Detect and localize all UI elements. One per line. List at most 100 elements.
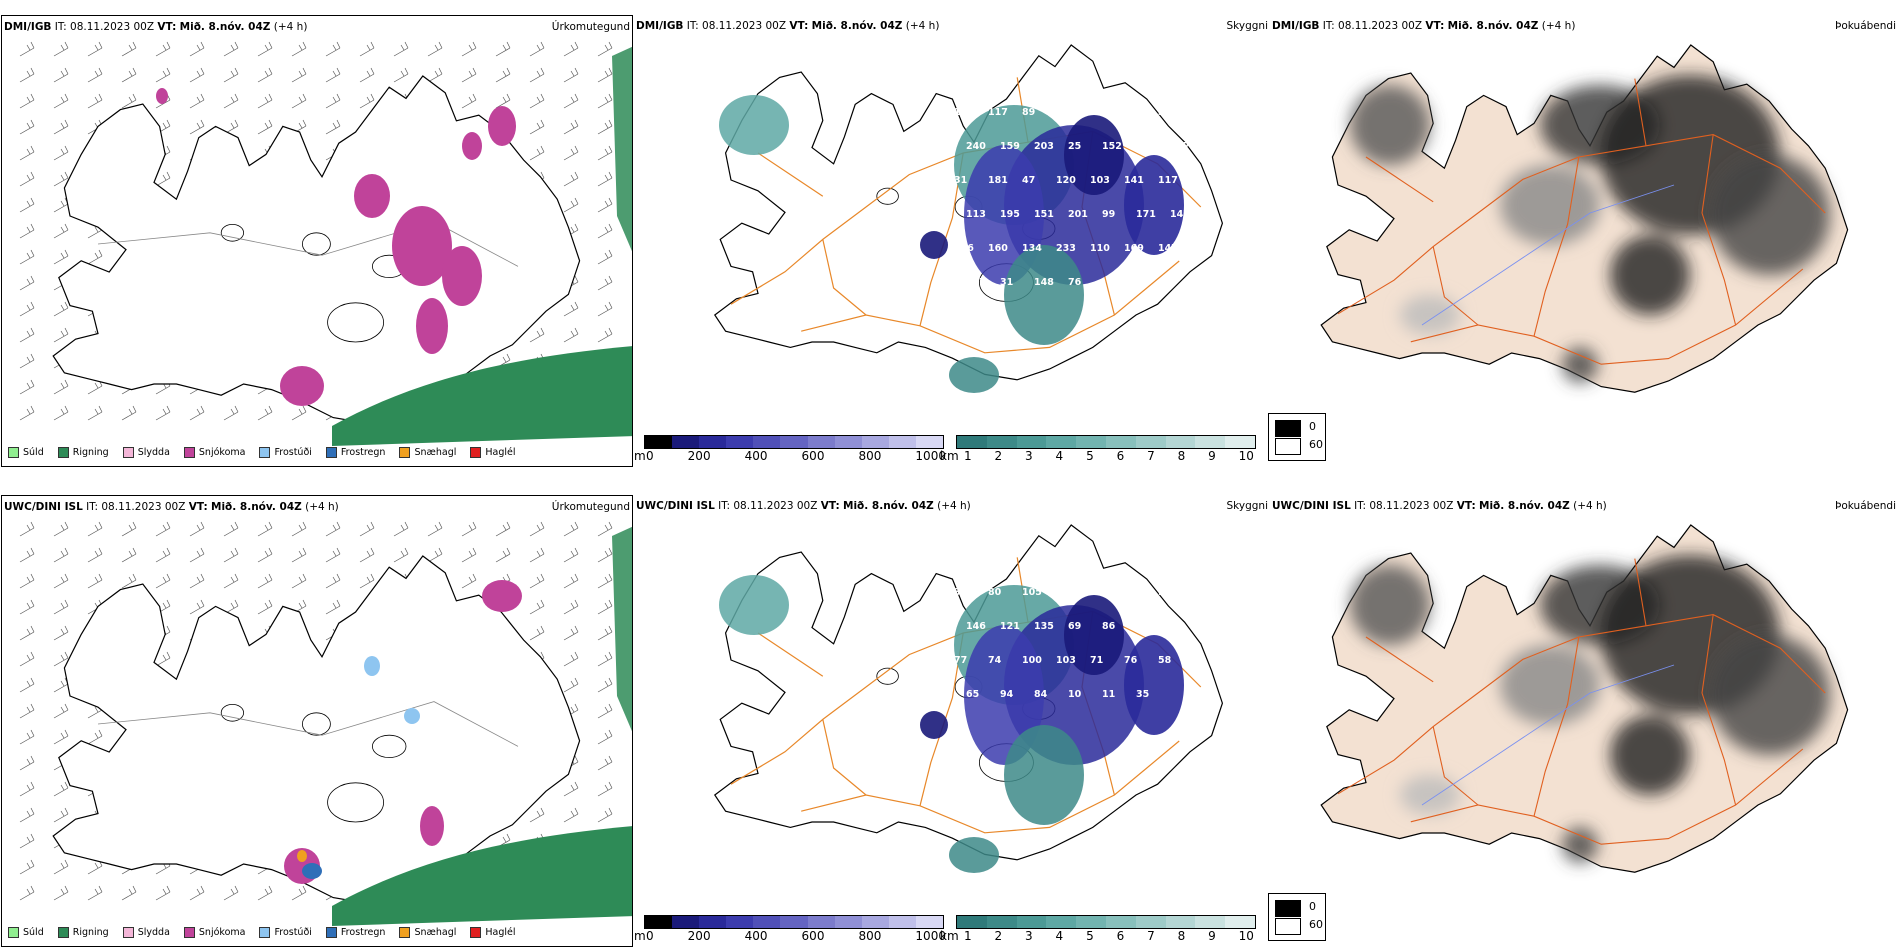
tick-label: 9 — [1208, 929, 1216, 943]
legend-item-frostregn: Frostregn — [325, 927, 386, 938]
panel-header: UWC/DINI ISL IT: 08.11.2023 00Z VT: Mið.… — [1272, 500, 1896, 518]
visibility-zone — [949, 357, 999, 393]
legend-label: Frostúði — [274, 447, 312, 458]
tick-label: 200 — [687, 929, 711, 943]
vt-value: Mið. 8.nóv. 04Z — [1479, 500, 1570, 512]
fog-index-legend: 0 60 — [1268, 893, 1326, 941]
glacier-outline — [327, 302, 385, 343]
legend-swatch — [57, 927, 69, 938]
legend-swatch — [325, 447, 337, 458]
legend-swatch — [259, 447, 271, 458]
glacier-outline — [301, 232, 331, 256]
colorbar-segment — [1225, 436, 1255, 448]
precip-map — [19, 521, 632, 926]
tick-label: 8 — [1177, 449, 1186, 463]
snow-area — [482, 580, 522, 612]
visibility-value-label: 96 — [1136, 621, 1150, 632]
visibility-value-label: 77 — [954, 655, 967, 666]
glacier-outline — [372, 734, 407, 758]
visibility-panel: DMI/IGB IT: 08.11.2023 00Z VT: Mið. 8.nó… — [634, 15, 1270, 467]
colorbar-segment — [861, 916, 889, 928]
legend-swatch — [399, 447, 411, 458]
road-line — [1432, 246, 1479, 326]
legend-item-haglél: Haglél — [470, 447, 516, 458]
precip-legend: Súld Rigning Slydda Snjókoma Frostúði Frostre… — [8, 927, 516, 938]
vt-value: Mið. 8.nóv. 04Z — [1447, 20, 1539, 32]
colorbar-segment — [1165, 916, 1196, 928]
visibility-value-label: 31 — [954, 175, 967, 186]
fog-index-legend: 0 60 — [1268, 413, 1326, 461]
snow-area — [354, 174, 390, 218]
legend-item-súld: Súld — [8, 447, 44, 458]
panel-header: DMI/IGB IT: 08.11.2023 00Z VT: Mið. 8.nó… — [4, 21, 630, 39]
visibility-zone — [719, 575, 789, 635]
colorbar-segment — [1195, 436, 1226, 448]
visibility-value-label: 103 — [1090, 175, 1110, 186]
colorbar-segment — [1016, 916, 1047, 928]
tick-label: 1 — [964, 449, 972, 463]
legend-item-slydda: Slydda — [122, 927, 170, 938]
ticks-m: 0 200 400 600 800 1000 — [646, 449, 946, 463]
legend-label: Frostregn — [340, 927, 386, 938]
visibility-value-label: 30 — [954, 587, 968, 598]
visibility-value-label: 169 — [1124, 243, 1144, 254]
colorbar-segment — [1046, 436, 1077, 448]
legend-white-box — [1275, 438, 1301, 455]
tick-label: 8 — [1177, 929, 1186, 943]
visibility-value-label: 147 — [1158, 243, 1178, 254]
visibility-panel: UWC/DINI ISL IT: 08.11.2023 00Z VT: Mið.… — [634, 495, 1270, 947]
legend-item-rigning: Rigning — [57, 927, 109, 938]
glacier-outline — [220, 704, 244, 722]
rain-area — [612, 46, 632, 252]
legend-label: Frostúði — [274, 927, 312, 938]
freezing-rain-area — [302, 863, 322, 879]
colorbar-segment — [957, 436, 987, 448]
visibility-value-label: 99 — [1102, 209, 1115, 220]
visibility-value-label: 117 — [1158, 175, 1178, 186]
legend-label: Snæhagl — [414, 447, 457, 458]
legend-swatch — [122, 927, 134, 938]
precip-type-panel: DMI/IGB IT: 08.11.2023 00Z VT: Mið. 8.nó… — [1, 15, 633, 467]
colorbar-segment — [861, 436, 889, 448]
tick-label: 3 — [1025, 929, 1033, 943]
visibility-value-label: 240 — [966, 141, 986, 152]
snow-area — [280, 366, 324, 406]
snow-area — [156, 88, 168, 104]
visibility-value-label: 11 — [1102, 689, 1115, 700]
tick-label: 1000 — [915, 929, 946, 943]
legend-swatch — [259, 927, 271, 938]
visibility-value-label: 71 — [1090, 655, 1103, 666]
lead-time: (+4 h) — [1541, 20, 1576, 32]
legend-swatch — [122, 447, 134, 458]
tick-label: 400 — [744, 449, 768, 463]
legend-label: Rigning — [72, 927, 109, 938]
colorbar-segment — [1076, 916, 1106, 928]
colorbar-segment — [888, 436, 916, 448]
visibility-value-label: 137 — [966, 277, 986, 288]
visibility-value-label: 86 — [1102, 621, 1116, 632]
legend-label: Snæhagl — [414, 927, 457, 938]
tick-label: 10 — [1238, 449, 1254, 463]
legend-swatch — [8, 927, 19, 938]
legend-label: Súld — [23, 927, 44, 938]
road-line — [1337, 134, 1826, 315]
legend-bottom-value: 60 — [1309, 918, 1323, 931]
vt-value: Mið. 8.nóv. 04Z — [811, 20, 903, 32]
visibility-value-label: 159 — [1000, 141, 1020, 152]
legend-item-snjókoma: Snjókoma — [183, 447, 245, 458]
colorbar-segment — [1105, 916, 1136, 928]
tick-label: 3 — [1025, 449, 1033, 463]
visibility-value-label: 65 — [1170, 621, 1183, 632]
legend-item-snæhagl: Snæhagl — [399, 927, 456, 938]
precip-map — [19, 41, 632, 446]
lead-time: (+4 h) — [937, 500, 971, 512]
road-line — [1634, 78, 1647, 146]
road-line — [822, 239, 867, 316]
panel-title: Þokuábendi — [1835, 500, 1896, 512]
glacier-outline — [876, 667, 899, 685]
colorbar-segment — [753, 436, 781, 448]
legend-item-frostregn: Frostregn — [325, 447, 385, 458]
visibility-zone — [920, 711, 948, 739]
lead-time: (+4 h) — [905, 20, 940, 32]
colorbar-segment — [645, 436, 673, 448]
